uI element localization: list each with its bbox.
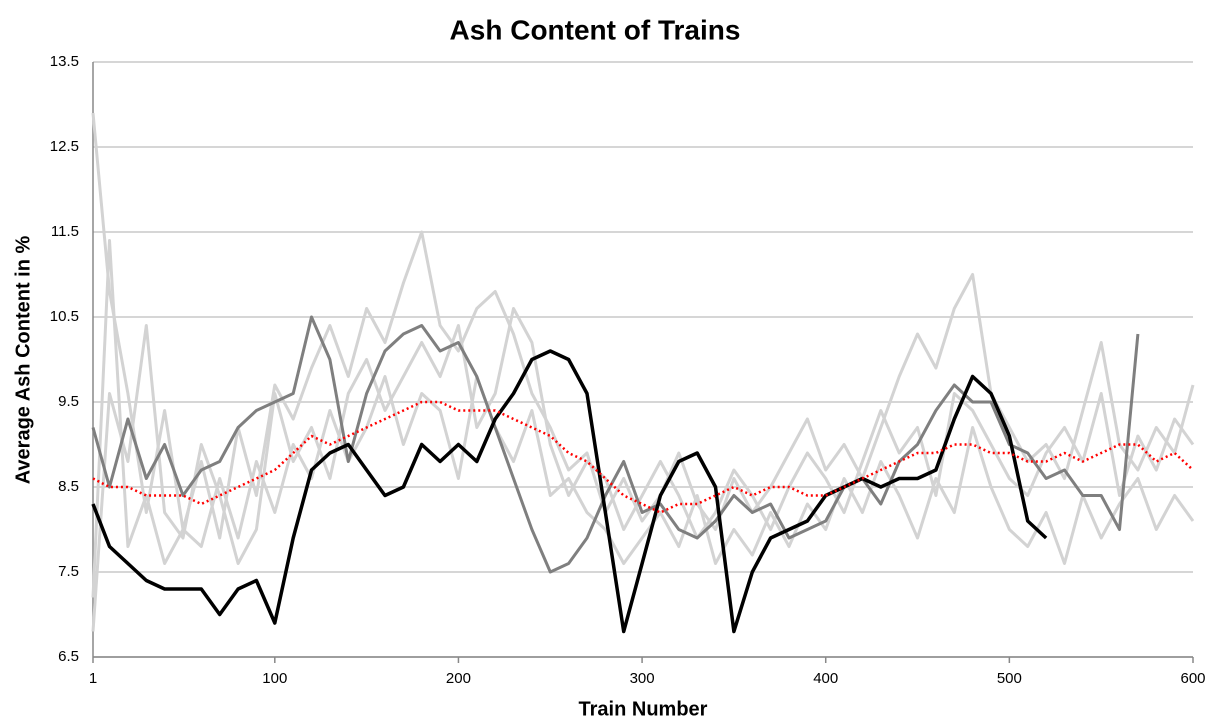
- y-axis-label: Average Ash Content in %: [12, 236, 34, 485]
- series-line: [91, 307, 1195, 632]
- x-tick-label: 400: [813, 670, 838, 687]
- chart-title: Ash Content of Trains: [450, 14, 741, 45]
- series-line: [91, 349, 1048, 634]
- series-line: [91, 239, 1195, 598]
- y-tick-label: 10.5: [50, 308, 79, 325]
- x-tick-label: 200: [446, 670, 471, 687]
- y-tick-label: 9.5: [58, 393, 79, 410]
- y-tick-label: 13.5: [50, 53, 79, 70]
- y-tick-label: 8.5: [58, 478, 79, 495]
- x-tick-label: 500: [997, 670, 1022, 687]
- y-tick-label: 6.5: [58, 648, 79, 665]
- x-tick-label: 300: [630, 670, 655, 687]
- series-line: [91, 315, 1140, 574]
- series-line: [91, 112, 1195, 540]
- x-tick-label: 1: [89, 670, 97, 687]
- y-tick-label: 7.5: [58, 563, 79, 580]
- y-tick-label: 12.5: [50, 138, 79, 155]
- series-line: [92, 400, 1194, 514]
- x-tick-label: 600: [1180, 670, 1205, 687]
- y-tick-label: 11.5: [51, 223, 79, 240]
- x-axis-label: Train Number: [579, 698, 708, 720]
- x-tick-label: 100: [262, 670, 287, 687]
